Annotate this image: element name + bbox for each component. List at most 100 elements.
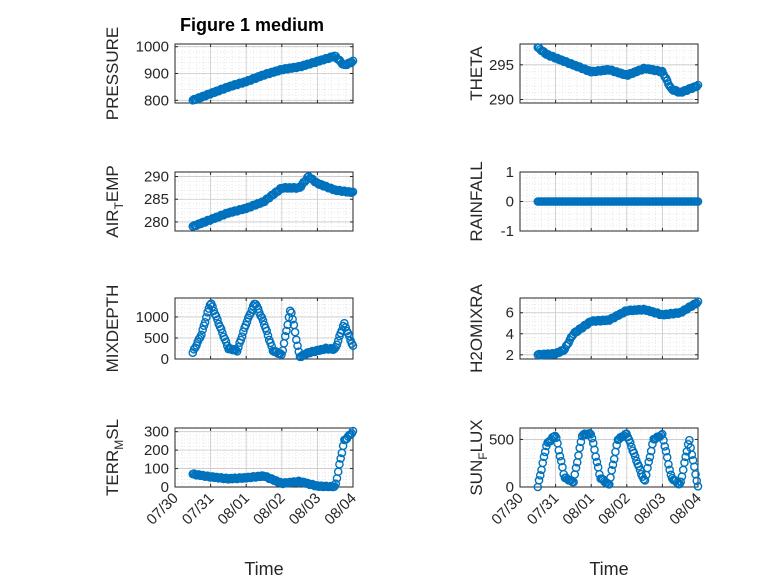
axes-box	[519, 297, 699, 360]
data-point	[643, 463, 652, 473]
y-tick-label: 200	[144, 442, 169, 459]
data-point	[332, 340, 342, 350]
data-point	[345, 331, 354, 341]
data-point	[664, 459, 673, 469]
data-point	[576, 437, 586, 447]
data-point	[539, 452, 549, 462]
series-markers	[533, 297, 703, 360]
y-axis-label-main: THETA	[467, 46, 486, 101]
y-axis-label-tail: SL	[103, 419, 122, 440]
data-point	[693, 80, 703, 90]
data-point	[280, 331, 290, 341]
series-markers	[533, 197, 703, 206]
data-point	[625, 438, 635, 447]
x-axis-label: Time	[244, 559, 283, 579]
data-point	[251, 299, 260, 309]
y-axis-label-tail: LUX	[467, 419, 486, 452]
data-point	[592, 457, 602, 467]
y-tick-label: 290	[144, 169, 169, 186]
data-point	[340, 318, 349, 328]
data-point	[676, 477, 686, 487]
data-point	[202, 313, 211, 322]
y-axis-label-subscript: T	[112, 201, 126, 209]
y-axis-label-subscript: M	[112, 440, 126, 450]
y-tick-label: 1	[506, 164, 514, 181]
data-point	[634, 461, 644, 471]
y-tick-label: 500	[144, 330, 169, 347]
data-point	[277, 350, 286, 359]
y-axis-label: H2OMIXRA	[467, 283, 486, 372]
data-point	[348, 56, 358, 66]
subplot-row2-right: -1 0 1 RAINFALL	[467, 161, 703, 242]
plot-area	[520, 298, 698, 359]
data-point	[653, 65, 662, 75]
data-point	[630, 452, 640, 461]
y-axis-label-main: AIR	[103, 209, 122, 237]
y-tick-label: 6	[506, 305, 514, 322]
y-tick-label: 1000	[136, 309, 169, 326]
data-point	[587, 433, 597, 443]
data-point	[194, 334, 204, 344]
data-point	[293, 341, 302, 351]
data-point	[331, 479, 341, 488]
data-point	[540, 447, 550, 457]
axes-box	[174, 171, 354, 232]
data-point	[551, 433, 561, 443]
data-point	[665, 465, 674, 475]
y-axis-label-main: RAINFALL	[467, 161, 486, 241]
data-point	[661, 446, 671, 456]
figure-title: Figure 1 medium	[180, 15, 324, 35]
subplot-top-left: 800 900 1000 PRESSURE	[103, 27, 358, 121]
data-point	[556, 456, 566, 466]
data-point	[200, 318, 210, 327]
data-point	[693, 297, 703, 306]
data-point	[237, 332, 247, 341]
data-point	[535, 471, 545, 480]
y-tick-label: 1000	[136, 39, 169, 56]
data-point	[648, 439, 657, 449]
series-markers	[188, 299, 358, 362]
y-axis-label: TERRMSL	[103, 419, 126, 496]
data-point	[692, 82, 702, 91]
data-point	[348, 426, 358, 436]
y-tick-label: 295	[489, 57, 514, 74]
x-axis-label: Time	[589, 559, 628, 579]
y-tick-label: 900	[144, 66, 169, 83]
data-point	[335, 460, 344, 469]
subplot-row3-right: 2 4 6 H2OMIXRA	[467, 283, 703, 373]
y-tick-label: -1	[501, 223, 514, 240]
data-point	[585, 429, 594, 438]
data-point	[208, 302, 217, 311]
y-tick-label: 280	[144, 214, 169, 231]
data-point	[282, 326, 291, 336]
data-point	[210, 88, 220, 97]
data-point	[336, 454, 345, 463]
y-tick-label: 0	[161, 351, 169, 368]
y-tick-label: 800	[144, 92, 169, 109]
data-point	[347, 58, 357, 67]
data-point	[639, 475, 649, 484]
subplot-row3-left: 0 500 1000 MIXDEPTH	[103, 285, 358, 372]
data-point	[262, 326, 272, 336]
data-point	[555, 451, 565, 461]
data-point	[263, 331, 273, 340]
data-point	[645, 452, 655, 462]
y-axis-label: PRESSURE	[103, 27, 122, 121]
y-axis-label-main: TERR	[103, 450, 122, 496]
series-markers	[533, 43, 703, 97]
y-axis-label-subscript: F	[476, 452, 490, 459]
y-tick-label: 0	[506, 194, 514, 211]
data-point	[348, 187, 358, 197]
y-tick-label: 0	[161, 479, 169, 496]
data-point	[292, 335, 301, 345]
data-point	[693, 197, 703, 206]
data-point	[210, 214, 220, 223]
y-tick-label: 2	[506, 347, 514, 364]
series-markers	[188, 426, 358, 492]
data-point	[586, 429, 596, 439]
data-point	[563, 340, 572, 349]
y-axis-label: SUNFLUX	[467, 419, 490, 495]
